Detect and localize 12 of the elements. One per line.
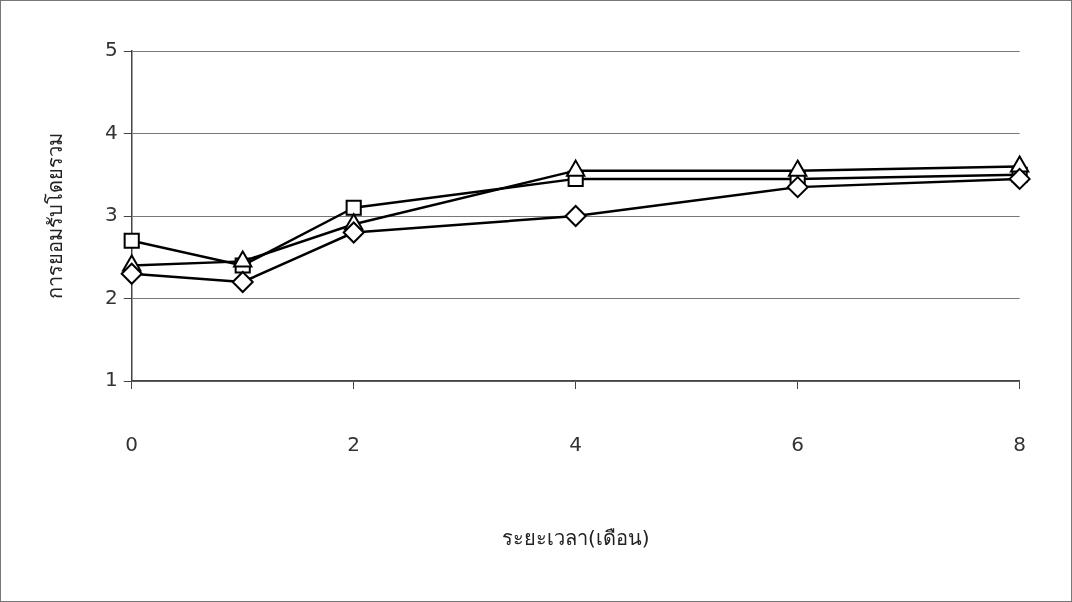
x-tick-label: 0 <box>125 432 139 457</box>
y-tick-label: 3 <box>104 202 118 227</box>
y-tick-label: 2 <box>104 284 118 309</box>
x-tick-label: 4 <box>569 432 583 457</box>
x-tick-label: 2 <box>347 432 361 457</box>
x-tick-label: 6 <box>791 432 805 457</box>
x-tick-label: 8 <box>1013 432 1026 457</box>
y-tick-label: 4 <box>104 119 118 144</box>
y-tick-label: 5 <box>104 37 118 62</box>
x-axis-title: ระยะเวลา(เดือน) <box>501 526 650 551</box>
y-axis-title: การยอมรับโดยรวม <box>43 133 68 299</box>
y-tick-label: 1 <box>104 367 118 392</box>
